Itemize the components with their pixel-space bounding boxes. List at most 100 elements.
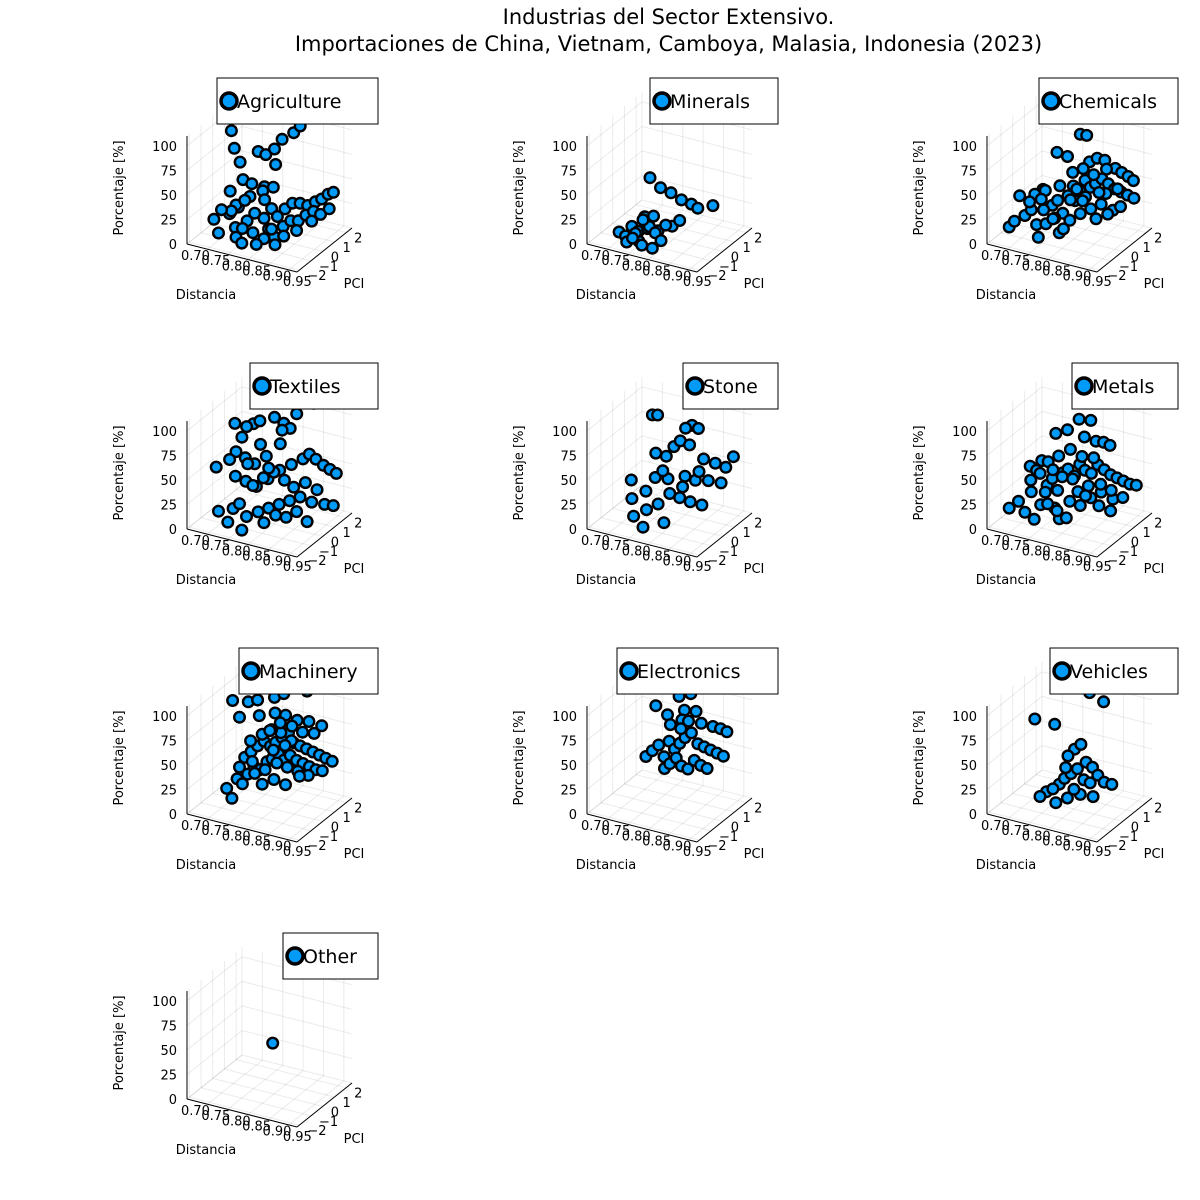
data-point (1059, 511, 1073, 525)
x-tick-label: 0.85 (1042, 835, 1071, 850)
x-tick-label: 0.95 (283, 275, 312, 290)
data-point (1056, 222, 1070, 236)
data-point (1074, 737, 1088, 751)
gridline (586, 435, 643, 481)
z-tick-label: 0 (569, 808, 577, 823)
data-point (674, 722, 688, 736)
gridline (641, 150, 753, 180)
x-axis-label: Distancia (176, 288, 236, 303)
y-axis-line (696, 512, 753, 558)
data-point (682, 714, 696, 728)
z-tick-label: 75 (560, 449, 577, 464)
x-tick-label: 0.90 (662, 270, 691, 285)
x-tick-label: 0.70 (181, 1104, 210, 1119)
data-point (1075, 449, 1089, 463)
data-point (1100, 162, 1114, 176)
data-point (329, 466, 343, 480)
y-tick-label: −1 (719, 260, 738, 275)
gridline (1000, 232, 1112, 262)
x-tick-label: 0.75 (201, 254, 230, 269)
gridline (212, 1077, 323, 1107)
z-tick-label: 75 (160, 449, 177, 464)
panel-electronics: 02550751000.700.750.800.850.900.95−2−101… (512, 647, 779, 873)
data-point (220, 781, 234, 795)
data-point (268, 238, 282, 252)
x-tick-label: 0.80 (622, 259, 651, 274)
y-tick-label: −2 (1107, 839, 1126, 854)
gridline (207, 1059, 263, 1105)
y-axis-line (696, 797, 753, 843)
data-point (214, 203, 228, 217)
y-tick-label: 2 (1154, 232, 1162, 247)
data-point (1092, 185, 1106, 199)
gridline (586, 720, 643, 766)
legend-box (216, 77, 379, 125)
z-axis-label: Porcentaje [%] (912, 140, 927, 235)
data-point (636, 520, 650, 534)
gridline (600, 802, 712, 832)
z-tick-label: 75 (160, 1019, 177, 1034)
data-point (673, 491, 687, 505)
x-axis-line (586, 813, 698, 843)
legend-label: Agriculture (237, 91, 342, 113)
x-axis-label: Distancia (176, 858, 236, 873)
legend-marker (285, 946, 305, 966)
legend-label: Other (303, 946, 357, 968)
x-tick-label: 0.75 (1001, 539, 1030, 554)
data-point (226, 693, 240, 707)
gridline (200, 517, 312, 547)
data-point (1055, 470, 1069, 484)
y-tick-label: 2 (754, 802, 762, 817)
data-point (652, 738, 666, 752)
z-axis-label: Porcentaje [%] (512, 140, 527, 235)
z-axis-label: Porcentaje [%] (112, 140, 127, 235)
x-axis-line (986, 813, 1098, 843)
gridline (624, 783, 735, 813)
z-tick-label: 0 (169, 1093, 177, 1108)
z-tick-label: 75 (160, 734, 177, 749)
legend-label: Stone (703, 376, 758, 398)
data-point (1104, 483, 1118, 497)
data-point (259, 148, 273, 162)
data-point (232, 710, 246, 724)
gridline (227, 1064, 284, 1110)
z-axis-label: Porcentaje [%] (112, 710, 127, 805)
gridline (1088, 795, 1145, 841)
y-tick-label: 0 (1131, 250, 1139, 265)
y-axis-line (696, 227, 753, 273)
data-point (290, 407, 304, 421)
gridline (586, 695, 643, 741)
data-point (1002, 501, 1016, 515)
panel-metals: 02550751000.700.750.800.850.900.95−2−101… (912, 362, 1179, 588)
data-point (1070, 762, 1084, 776)
gridline (288, 795, 345, 841)
data-point (293, 490, 307, 504)
gridline (186, 1054, 243, 1100)
gridline (612, 792, 723, 822)
x-tick-label: 0.85 (1042, 265, 1071, 280)
y-tick-label: 1 (742, 241, 750, 256)
panel-stone: 02550751000.700.750.800.850.900.95−2−101… (512, 362, 779, 588)
z-tick-label: 100 (552, 140, 577, 155)
y-tick-label: −2 (307, 269, 326, 284)
data-point (240, 420, 254, 434)
data-point (683, 438, 697, 452)
y-tick-label: −2 (1107, 554, 1126, 569)
data-point (272, 497, 286, 511)
legend-marker (252, 376, 272, 396)
data-point (1061, 423, 1075, 437)
y-axis-line (296, 512, 353, 558)
data-point (322, 202, 336, 216)
x-tick-label: 0.90 (262, 270, 291, 285)
y-axis-line (1096, 512, 1153, 558)
data-point (1063, 193, 1077, 207)
x-axis-label: Distancia (976, 288, 1036, 303)
x-tick-label: 0.90 (1062, 555, 1091, 570)
data-point (1051, 483, 1065, 497)
data-point (651, 497, 665, 511)
data-point (1077, 430, 1091, 444)
x-tick-label: 0.70 (181, 819, 210, 834)
z-tick-label: 50 (560, 189, 577, 204)
y-axis-label: PCI (744, 847, 765, 862)
y-axis-line (296, 227, 353, 273)
